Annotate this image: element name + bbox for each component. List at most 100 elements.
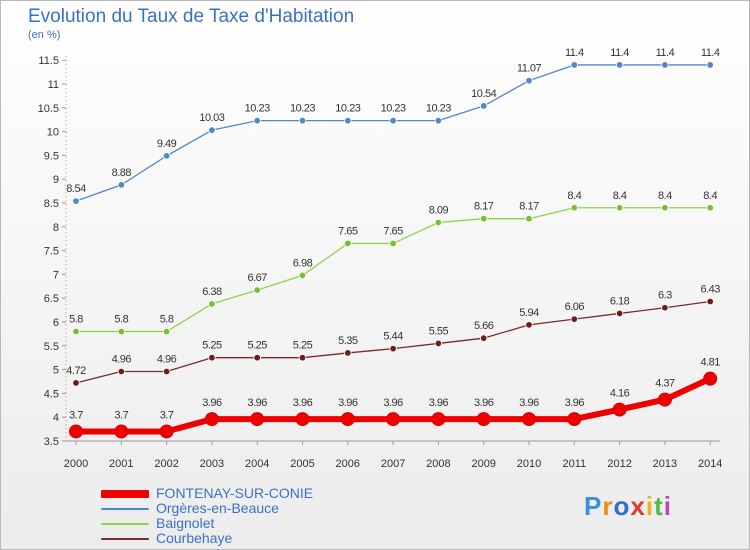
data-label-fontenay-sur-conie: 3.96	[202, 397, 222, 409]
x-tick-label: 2007	[381, 458, 405, 470]
data-point-org-res-en-beauce	[162, 152, 171, 160]
data-point-org-res-en-beauce	[525, 76, 533, 85]
logo-letter: x	[630, 491, 646, 521]
data-label-courbehaye: 5.55	[429, 325, 449, 337]
y-tick-label: 3.5	[44, 436, 59, 448]
data-label-courbehaye: 5.94	[519, 307, 539, 319]
data-label-org-res-en-beauce: 9.49	[157, 138, 177, 150]
data-label-baignolet: 7.65	[383, 225, 403, 237]
data-point-org-res-en-beauce	[661, 61, 669, 69]
data-point-courbehaye	[162, 367, 171, 376]
data-label-baignolet: 8.4	[703, 190, 717, 202]
legend: FONTENAY-SUR-CONIE Orgères-en-Beauce Baign…	[101, 486, 313, 546]
data-point-fontenay-sur-conie	[567, 412, 582, 427]
y-tick-label: 5	[53, 365, 59, 377]
data-point-org-res-en-beauce	[570, 61, 578, 69]
data-label-baignolet: 6.38	[202, 286, 222, 298]
data-label-courbehaye: 5.66	[474, 320, 494, 332]
data-point-baignolet	[480, 215, 488, 223]
data-label-fontenay-sur-conie: 3.96	[293, 397, 313, 409]
data-label-fontenay-sur-conie: 3.7	[69, 409, 83, 421]
x-tick-label: 2014	[698, 458, 722, 470]
data-label-fontenay-sur-conie: 3.7	[114, 409, 128, 421]
data-point-courbehaye	[525, 321, 533, 329]
data-point-fontenay-sur-conie	[250, 412, 265, 427]
y-tick-label: 10.5	[38, 103, 59, 115]
data-label-fontenay-sur-conie: 4.81	[700, 357, 720, 369]
y-tick-label: 7	[53, 269, 59, 281]
x-tick-label: 2010	[517, 458, 541, 470]
x-tick-label: 2002	[154, 458, 178, 470]
data-point-courbehaye	[253, 354, 261, 362]
data-label-baignolet: 8.4	[567, 190, 581, 202]
x-tick-label: 2008	[426, 458, 450, 470]
data-point-org-res-en-beauce	[706, 61, 714, 69]
series-line-org-res-en-beauce	[75, 64, 711, 202]
data-point-courbehaye	[208, 354, 216, 362]
data-label-fontenay-sur-conie: 3.96	[247, 397, 267, 409]
data-point-baignolet	[72, 327, 80, 336]
data-label-courbehaye: 6.06	[565, 301, 585, 313]
data-label-org-res-en-beauce: 11.4	[610, 47, 629, 59]
x-tick-label: 2003	[200, 458, 224, 470]
legend-swatch	[101, 522, 149, 525]
data-point-courbehaye	[615, 309, 624, 318]
data-label-courbehaye: 4.72	[66, 365, 86, 377]
data-label-org-res-en-beauce: 10.23	[381, 103, 406, 115]
y-tick-label: 4	[53, 412, 59, 424]
data-label-fontenay-sur-conie: 3.96	[519, 397, 539, 409]
data-point-fontenay-sur-conie	[204, 412, 219, 427]
data-label-fontenay-sur-conie: 3.96	[338, 397, 358, 409]
data-label-courbehaye: 5.25	[202, 340, 222, 352]
logo-letter: i	[663, 491, 672, 521]
data-point-courbehaye	[661, 304, 669, 312]
data-point-courbehaye	[117, 367, 125, 376]
data-label-baignolet: 8.4	[658, 190, 672, 202]
data-point-baignolet	[525, 215, 533, 223]
data-point-baignolet	[162, 327, 171, 336]
data-point-fontenay-sur-conie	[295, 412, 310, 427]
data-label-org-res-en-beauce: 11.4	[656, 47, 675, 59]
data-point-baignolet	[253, 286, 261, 294]
y-tick-label: 8.5	[44, 198, 59, 210]
x-tick-label: 2005	[290, 458, 314, 470]
data-label-courbehaye: 5.25	[247, 340, 267, 352]
data-point-baignolet	[570, 204, 578, 212]
x-tick-label: 2011	[562, 458, 586, 470]
legend-label: FONTENAY-SUR-CONIE	[156, 485, 314, 501]
data-point-org-res-en-beauce	[298, 116, 307, 125]
logo-letter: r	[602, 491, 614, 521]
y-tick-label: 5.5	[44, 341, 59, 353]
y-tick-label: 4.5	[44, 388, 59, 400]
data-label-baignolet: 5.8	[69, 314, 83, 326]
data-point-org-res-en-beauce	[117, 181, 125, 189]
data-point-fontenay-sur-conie	[612, 402, 627, 417]
legend-label: Baignolet	[156, 515, 215, 531]
x-tick-label: 2004	[245, 458, 269, 470]
data-point-baignolet	[298, 271, 307, 280]
data-point-courbehaye	[706, 297, 714, 306]
legend-swatch	[101, 537, 149, 540]
legend-swatch	[101, 507, 149, 510]
data-label-org-res-en-beauce: 10.23	[290, 103, 315, 115]
data-label-fontenay-sur-conie: 3.7	[160, 409, 174, 421]
data-label-baignolet: 8.4	[613, 190, 627, 202]
data-label-org-res-en-beauce: 10.23	[426, 103, 451, 115]
data-point-org-res-en-beauce	[253, 116, 261, 125]
legend-item: Orgères-en-Beauce	[101, 501, 313, 516]
data-label-baignolet: 8.17	[474, 201, 494, 213]
data-label-baignolet: 5.8	[114, 314, 128, 326]
data-label-org-res-en-beauce: 10.54	[471, 88, 496, 100]
data-point-baignolet	[208, 300, 216, 308]
data-point-fontenay-sur-conie	[476, 412, 491, 427]
data-label-baignolet: 6.98	[293, 257, 313, 269]
data-point-courbehaye	[72, 379, 80, 387]
data-label-fontenay-sur-conie: 3.96	[474, 397, 494, 409]
data-point-fontenay-sur-conie	[703, 371, 718, 386]
data-label-org-res-en-beauce: 10.23	[245, 103, 270, 115]
data-label-org-res-en-beauce: 8.88	[112, 167, 132, 179]
data-label-courbehaye: 4.96	[157, 354, 177, 366]
data-point-baignolet	[706, 204, 714, 212]
data-label-courbehaye: 5.25	[293, 340, 313, 352]
data-label-baignolet: 5.8	[160, 314, 174, 326]
